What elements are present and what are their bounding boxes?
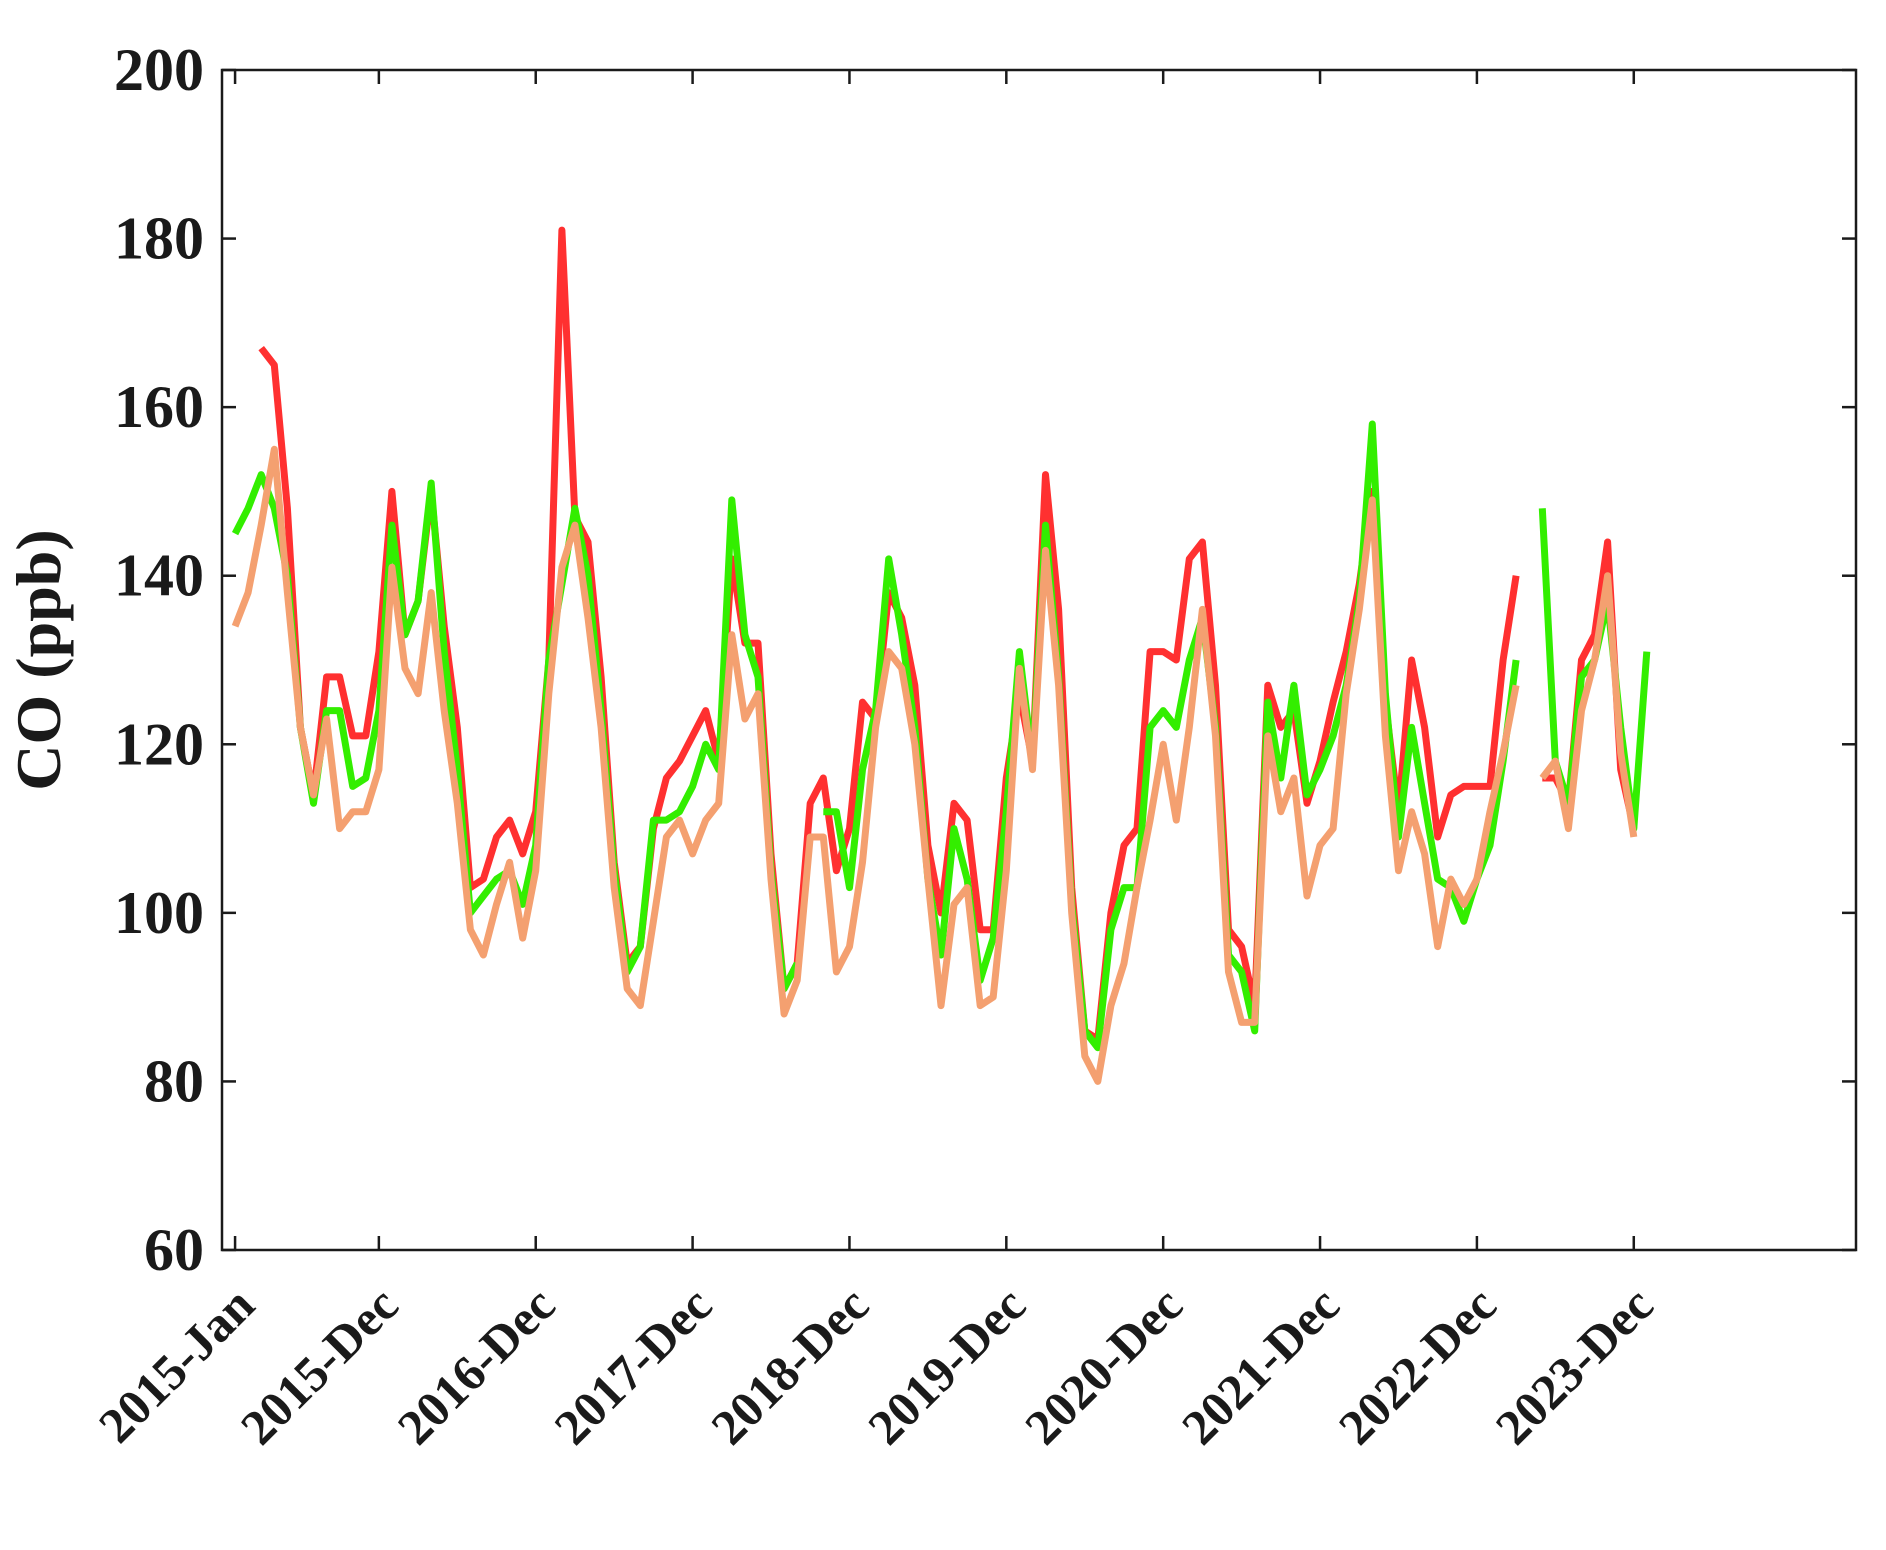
x-tick-label: 2019-Dec [857,1276,1036,1455]
x-tick-label: 2022-Dec [1328,1276,1507,1455]
series-line-3 [231,445,1638,1085]
series-group [231,226,1651,1085]
x-tick-label: 2015-Jan [88,1276,265,1453]
x-tick-label: 2023-Dec [1485,1276,1664,1455]
y-tick-label: 100 [114,880,204,946]
y-axis-title: CO (ppb) [3,529,74,790]
x-tick-label: 2018-Dec [700,1276,879,1455]
y-tick-label: 180 [114,206,204,272]
y-tick-label: 120 [114,711,204,777]
y-tick-label: 80 [144,1048,204,1114]
x-tick-label: 2016-Dec [386,1276,565,1455]
y-tick-label: 200 [114,37,204,103]
x-tick-label: 2017-Dec [543,1276,722,1455]
plot-frame [220,68,1858,1252]
x-tick-label: 2015-Dec [230,1276,409,1455]
y-tick-label: 60 [144,1217,204,1283]
x-tick-label: 2020-Dec [1014,1276,1193,1455]
y-ticks: 60 80 100 120 140 160 180 200 [114,37,1856,1283]
x-tick-label: 2021-Dec [1171,1276,1350,1455]
y-tick-label: 160 [114,374,204,440]
y-tick-label: 140 [114,543,204,609]
